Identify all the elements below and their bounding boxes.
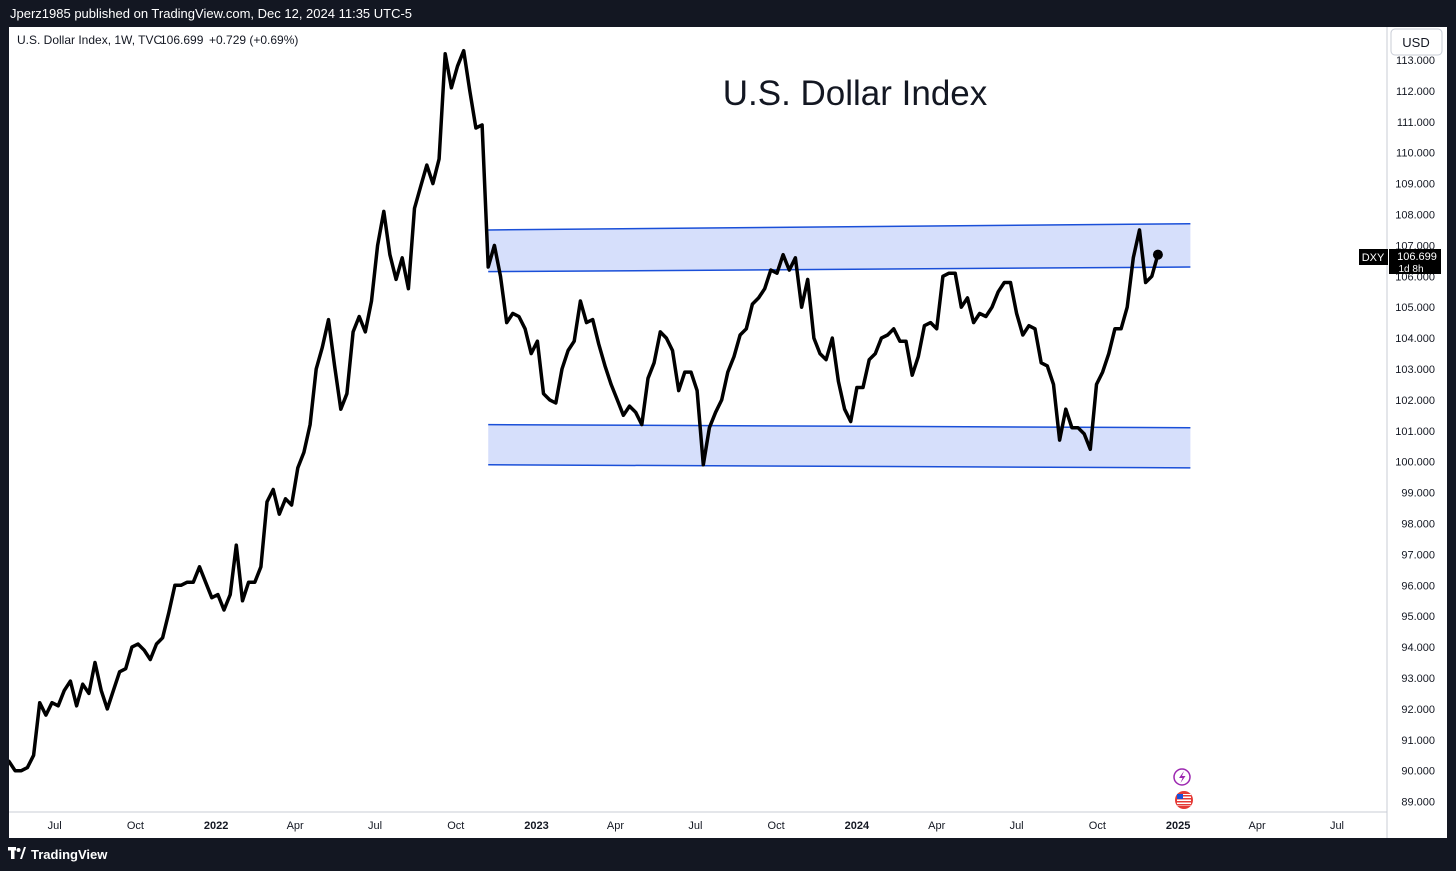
zone-1-top-line[interactable] — [488, 223, 1191, 231]
zone-2-fill[interactable] — [488, 424, 1191, 468]
y-tick-label: 93.000 — [1401, 673, 1435, 685]
last-price-dot — [1152, 249, 1163, 260]
x-tick-label: Apr — [1249, 820, 1266, 832]
zone-1-bottom-line[interactable] — [488, 266, 1191, 273]
chart-svg[interactable]: U.S. Dollar Index U.S. Dollar Index, 1W,… — [7, 27, 1447, 838]
x-tick-label: 2023 — [524, 820, 548, 832]
x-tick-label: Oct — [768, 820, 785, 832]
x-tick-label: Apr — [928, 820, 945, 832]
ticker-tag-bg — [1359, 249, 1388, 265]
y-tick-label: 90.000 — [1401, 766, 1435, 778]
y-tick-label: 97.000 — [1401, 549, 1435, 561]
x-tick-label: Jul — [1330, 820, 1344, 832]
x-tick-label: 2022 — [204, 820, 228, 832]
footer-bar: TradingView — [0, 838, 1456, 871]
footer-brand[interactable]: TradingView — [31, 847, 108, 862]
y-tick-label: 96.000 — [1401, 580, 1435, 592]
price-axis[interactable]: 89.000 90.000 91.000 92.000 93.000 94.000 95.0… — [1395, 55, 1435, 809]
y-tick-label: 89.000 — [1401, 797, 1435, 809]
y-tick-label: 103.000 — [1395, 364, 1435, 376]
y-tick-label: 106.000 — [1395, 271, 1435, 283]
y-tick-label: 113.000 — [1396, 55, 1435, 67]
legend-symbol[interactable]: U.S. Dollar Index, 1W, TVC — [17, 33, 162, 47]
lightning-icon[interactable] — [1173, 768, 1191, 786]
y-tick-label: 102.000 — [1395, 395, 1435, 407]
y-tick-label: 105.000 — [1395, 302, 1435, 314]
y-tick-label: 110.000 — [1396, 148, 1435, 160]
price-zones — [488, 223, 1191, 469]
legend-price: 106.699 — [160, 33, 204, 47]
price-tag-bg — [1389, 249, 1441, 274]
y-tick-label: 111.000 — [1397, 117, 1435, 129]
publish-header: Jperz1985 published on TradingView.com, … — [0, 0, 1456, 27]
price-line — [7, 48, 1160, 773]
x-tick-label: Apr — [607, 820, 624, 832]
y-tick-label: 94.000 — [1401, 642, 1435, 654]
tradingview-logo-icon — [8, 847, 26, 859]
currency-button[interactable]: USD — [1390, 28, 1443, 56]
x-tick-label: Oct — [1089, 820, 1106, 832]
x-tick-label: Apr — [287, 820, 304, 832]
y-tick-label: 112.000 — [1396, 86, 1435, 98]
x-tick-label: Jul — [688, 820, 702, 832]
x-tick-label: Jul — [1010, 820, 1024, 832]
time-axis[interactable]: Jul Oct 2022 Apr Jul Oct 2023 Apr Jul Oct 2024 Apr J… — [48, 820, 1344, 832]
y-tick-label: 95.000 — [1401, 611, 1435, 623]
x-tick-label: Oct — [447, 820, 464, 832]
price-tag: DXY 106.699 1d 8h — [1359, 249, 1441, 275]
currency-label: USD — [1402, 35, 1429, 50]
x-tick-label: 2024 — [845, 820, 870, 832]
y-tick-label: 98.000 — [1401, 519, 1435, 531]
price-tag-countdown: 1d 8h — [1398, 264, 1423, 275]
price-tag-value: 106.699 — [1397, 251, 1437, 263]
publish-text: Jperz1985 published on TradingView.com, … — [10, 6, 413, 21]
ticker-tag: DXY — [1362, 252, 1385, 264]
x-tick-label: 2025 — [1166, 820, 1190, 832]
y-tick-label: 108.000 — [1395, 210, 1435, 222]
chart-title: U.S. Dollar Index — [723, 74, 988, 113]
y-tick-label: 91.000 — [1401, 735, 1435, 747]
chart-frame: U.S. Dollar Index U.S. Dollar Index, 1W,… — [7, 27, 1447, 838]
x-tick-label: Oct — [127, 820, 144, 832]
zone-2-bottom-line[interactable] — [488, 464, 1191, 469]
y-tick-label: 101.000 — [1395, 426, 1435, 438]
y-tick-label: 100.000 — [1395, 457, 1435, 469]
us-flag-icon[interactable] — [1175, 791, 1193, 809]
zone-1-fill[interactable] — [488, 223, 1191, 272]
y-tick-label: 99.000 — [1401, 488, 1435, 500]
x-tick-label: Jul — [48, 820, 62, 832]
y-tick-label: 92.000 — [1401, 704, 1435, 716]
y-tick-label: 104.000 — [1395, 333, 1435, 345]
x-tick-label: Jul — [368, 820, 382, 832]
y-tick-label: 109.000 — [1395, 179, 1435, 191]
legend-change: +0.729 (+0.69%) — [209, 33, 298, 47]
